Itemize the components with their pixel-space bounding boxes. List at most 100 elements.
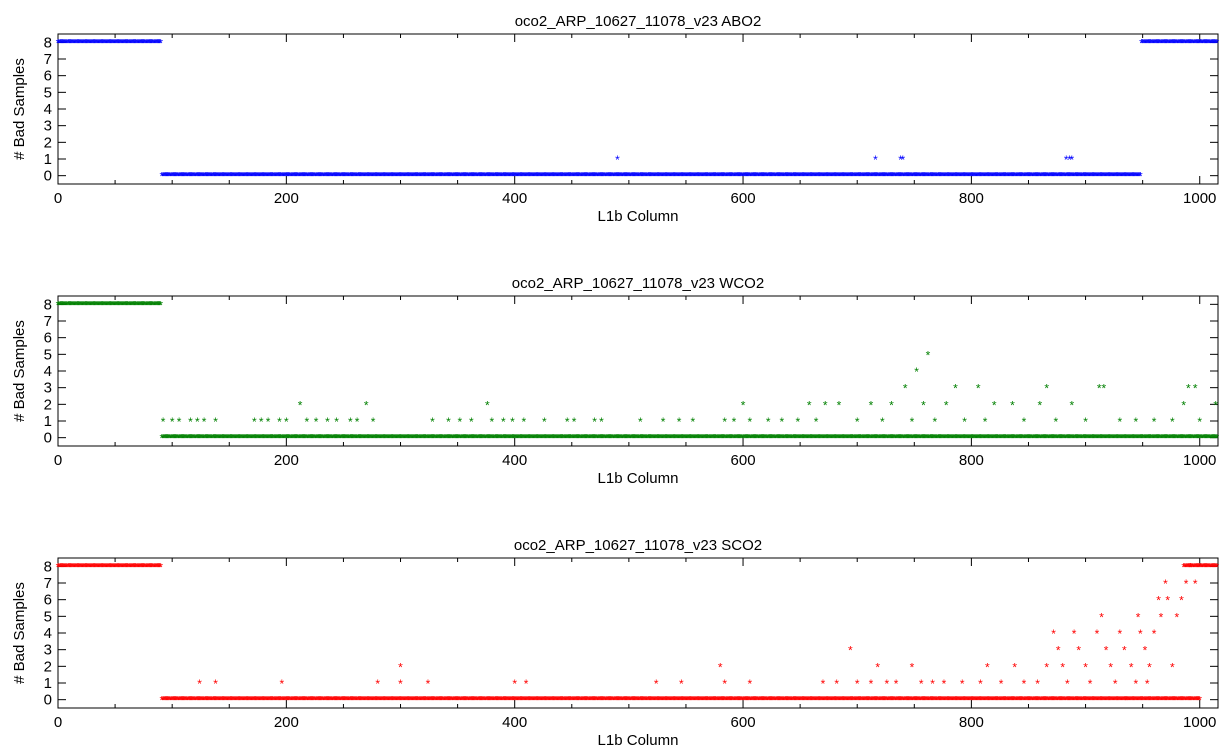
data-point: * <box>202 415 207 429</box>
data-point: * <box>732 415 737 429</box>
data-point: * <box>1054 170 1059 184</box>
data-point: * <box>1057 170 1062 184</box>
data-point: * <box>354 170 359 184</box>
data-point: * <box>1072 627 1077 641</box>
data-point: * <box>873 170 878 184</box>
data-point: * <box>340 170 345 184</box>
data-point: * <box>164 170 169 184</box>
data-point: * <box>506 170 511 184</box>
data-point: * <box>307 170 312 184</box>
data-point: * <box>1063 170 1068 184</box>
data-point: * <box>503 170 508 184</box>
data-point: * <box>585 170 590 184</box>
data-point: * <box>78 36 83 50</box>
data-point: * <box>1133 677 1138 691</box>
y-tick-label: 0 <box>44 430 52 447</box>
data-point: * <box>544 170 549 184</box>
data-point: * <box>808 170 813 184</box>
data-point: * <box>599 415 604 429</box>
data-point: * <box>255 170 260 184</box>
data-point: * <box>71 36 76 50</box>
data-point: * <box>200 170 205 184</box>
data-point: * <box>994 170 999 184</box>
data-point: * <box>99 36 104 50</box>
data-series: ****************************************… <box>56 560 1220 707</box>
data-point: * <box>952 170 957 184</box>
data-point: * <box>1023 170 1028 184</box>
data-point: * <box>1044 170 1049 184</box>
data-point: * <box>1104 644 1109 658</box>
data-point: * <box>1025 170 1030 184</box>
data-point: * <box>205 170 210 184</box>
data-point: * <box>374 170 379 184</box>
data-point: * <box>601 170 606 184</box>
data-point: * <box>861 170 866 184</box>
data-point: * <box>1091 170 1096 184</box>
data-point: * <box>358 170 363 184</box>
data-point: * <box>661 170 666 184</box>
data-point: * <box>1040 170 1045 184</box>
data-point: * <box>1043 170 1048 184</box>
data-point: * <box>169 170 174 184</box>
data-point: * <box>504 170 509 184</box>
data-point: * <box>1055 170 1060 184</box>
data-point: * <box>769 170 774 184</box>
data-point: * <box>909 170 914 184</box>
data-point: * <box>1044 660 1049 674</box>
data-point: * <box>126 36 131 50</box>
data-point: * <box>584 170 589 184</box>
data-point: * <box>235 170 240 184</box>
data-point: * <box>438 170 443 184</box>
data-point: * <box>748 677 753 691</box>
data-point: * <box>817 170 822 184</box>
data-point: * <box>305 170 310 184</box>
data-point: * <box>778 170 783 184</box>
data-point: * <box>993 170 998 184</box>
data-point: * <box>974 170 979 184</box>
data-point: * <box>262 170 267 184</box>
data-point: * <box>400 170 405 184</box>
data-point: * <box>1083 415 1088 429</box>
data-point: * <box>925 170 930 184</box>
data-point: * <box>856 170 861 184</box>
data-point: * <box>931 170 936 184</box>
x-tick-label: 1000 <box>1183 190 1216 207</box>
data-point: * <box>398 677 403 691</box>
data-point: * <box>359 170 364 184</box>
data-point: * <box>656 170 661 184</box>
data-point: * <box>1074 170 1079 184</box>
data-point: * <box>703 170 708 184</box>
data-point: * <box>582 170 587 184</box>
data-point: * <box>888 170 893 184</box>
data-point: * <box>748 415 753 429</box>
data-point: * <box>1070 153 1075 167</box>
data-point: * <box>1117 415 1122 429</box>
data-point: * <box>252 415 257 429</box>
data-point: * <box>834 677 839 691</box>
data-point: * <box>310 170 315 184</box>
data-point: * <box>1044 382 1049 396</box>
y-tick-label: 0 <box>44 692 52 709</box>
data-point: * <box>158 298 163 312</box>
data-point: * <box>665 170 670 184</box>
data-point: * <box>953 382 958 396</box>
data-point: * <box>963 170 968 184</box>
data-point: * <box>177 415 182 429</box>
data-point: * <box>397 170 402 184</box>
data-point: * <box>958 170 963 184</box>
data-point: * <box>238 170 243 184</box>
data-point: * <box>253 170 258 184</box>
data-point: * <box>926 348 931 362</box>
data-point: * <box>898 170 903 184</box>
data-point: * <box>1049 170 1054 184</box>
data-point: * <box>406 170 411 184</box>
data-point: * <box>351 170 356 184</box>
data-point: * <box>742 170 747 184</box>
data-point: * <box>684 170 689 184</box>
data-point: * <box>317 170 322 184</box>
data-point: * <box>160 170 165 184</box>
data-point: * <box>700 170 705 184</box>
data-point: * <box>933 170 938 184</box>
data-point: * <box>744 170 749 184</box>
